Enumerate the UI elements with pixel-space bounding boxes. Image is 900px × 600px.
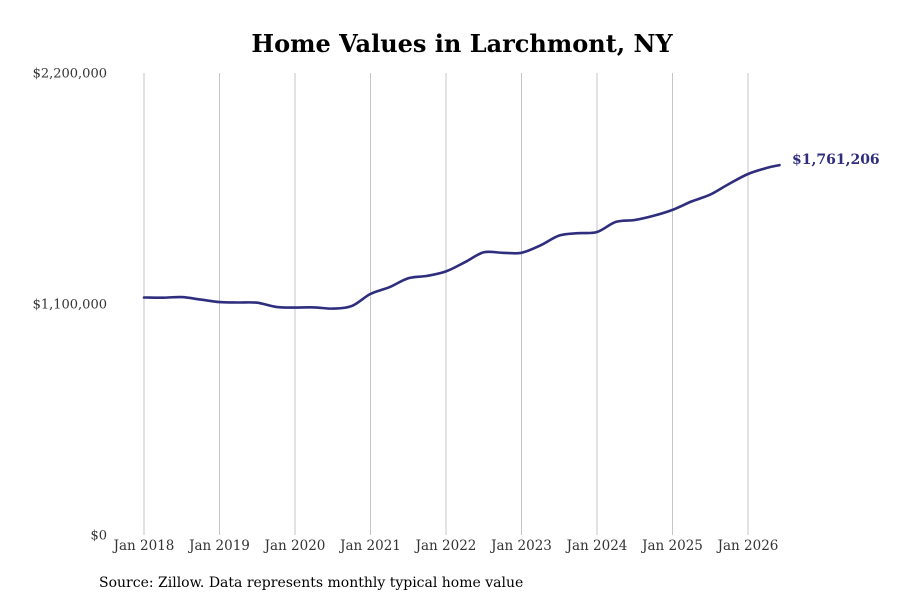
y-tick-label: $0 [90, 529, 107, 544]
gridlines [143, 73, 749, 535]
last-value-label: $1,761,206 [792, 152, 880, 168]
x-tick-label: Jan 2022 [414, 538, 477, 554]
chart-title: Home Values in Larchmont, NY [251, 29, 673, 58]
x-tick-label: Jan 2019 [187, 538, 250, 554]
y-tick-label: $1,100,000 [33, 298, 107, 313]
x-tick-label: Jan 2018 [112, 538, 175, 554]
x-tick-label: Jan 2025 [640, 538, 703, 554]
x-tick-label: Jan 2024 [565, 538, 628, 554]
home-value-line [142, 163, 781, 310]
x-tick-label: Jan 2021 [338, 538, 401, 554]
y-axis-ticks: $0 $1,100,000 $2,200,000 [33, 67, 107, 544]
x-tick-label: Jan 2020 [263, 538, 326, 554]
y-tick-label: $2,200,000 [33, 67, 107, 82]
x-tick-label: Jan 2026 [716, 538, 779, 554]
x-axis-ticks: Jan 2018 Jan 2019 Jan 2020 Jan 2021 Jan 2022… [112, 538, 779, 554]
source-note: Source: Zillow. Data represents monthly … [99, 575, 523, 591]
x-tick-label: Jan 2023 [489, 538, 552, 554]
